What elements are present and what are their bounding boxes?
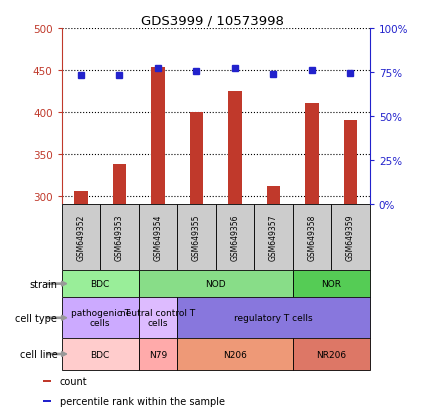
Text: GSM649355: GSM649355 [192,214,201,261]
Bar [139,204,177,271]
Text: GSM649358: GSM649358 [307,214,317,261]
Text: percentile rank within the sample: percentile rank within the sample [60,396,224,406]
Text: N79: N79 [149,350,167,358]
Text: pathogenic T
cells: pathogenic T cells [71,309,130,328]
Bar [62,271,139,297]
Text: GSM649357: GSM649357 [269,214,278,261]
Text: N206: N206 [223,350,247,358]
Bar [293,339,370,370]
Text: BDC: BDC [91,280,110,288]
Bar [139,271,293,297]
Bar [177,297,370,339]
Text: strain: strain [29,279,57,289]
Bar [228,92,242,204]
Text: GSM649352: GSM649352 [76,214,85,261]
Bar [151,68,164,204]
Bar [267,187,280,204]
Bar [42,401,51,402]
Text: regulatory T cells: regulatory T cells [234,313,313,323]
Bar [177,204,215,271]
Text: GSM649356: GSM649356 [230,214,239,261]
Bar [113,164,126,204]
Bar [305,104,319,204]
Text: NOR: NOR [321,280,341,288]
Text: GSM649354: GSM649354 [153,214,162,261]
Bar [42,380,51,382]
Bar [139,339,177,370]
Bar [62,297,139,339]
Bar [293,271,370,297]
Bar [344,121,357,204]
Bar [190,112,203,204]
Bar [331,204,370,271]
Text: NOD: NOD [205,280,226,288]
Text: GDS3999 / 10573998: GDS3999 / 10573998 [141,14,284,27]
Bar [139,297,177,339]
Text: cell line: cell line [20,349,57,359]
Text: GSM649359: GSM649359 [346,214,355,261]
Bar [74,192,88,204]
Bar [62,204,100,271]
Text: BDC: BDC [91,350,110,358]
Text: NR206: NR206 [316,350,346,358]
Bar [254,204,293,271]
Text: neutral control T
cells: neutral control T cells [120,309,196,328]
Text: count: count [60,376,87,386]
Text: cell type: cell type [15,313,57,323]
Bar [215,204,254,271]
Bar [293,204,331,271]
Bar [177,339,293,370]
Bar [100,204,139,271]
Bar [62,339,139,370]
Text: GSM649353: GSM649353 [115,214,124,261]
